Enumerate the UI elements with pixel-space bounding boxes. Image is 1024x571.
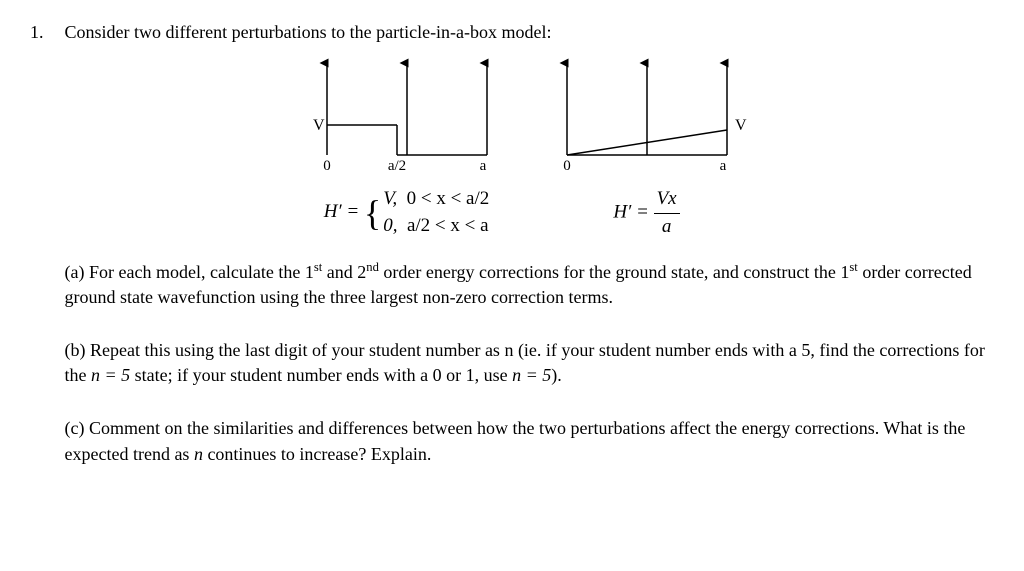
part-b-t3: ). (551, 365, 562, 385)
part-b-eq1: n = 5 (91, 365, 130, 385)
diagram-ramp: V 0 a H′ = Vxa (547, 55, 747, 240)
ramp-tick-1: a (719, 158, 726, 174)
step-formula: H′ = { V, 0 < x < a/2 0, a/2 < x < a (307, 186, 507, 239)
part-a: (a) For each model, calculate the 1 st an… (65, 259, 989, 310)
diagram-step: V 0 a/2 a H′ = { V, 0 < x < a/2 0, a/2 <… (307, 55, 507, 240)
question-number: 1. (30, 20, 60, 45)
part-c: (c) Comment on the similarities and diff… (65, 416, 989, 466)
part-b-eq2: n = 5 (512, 365, 551, 385)
part-a-label: (a) (65, 262, 85, 282)
part-b-t2: state; if your student number ends with … (130, 365, 512, 385)
ramp-lhs: H′ = (613, 202, 653, 223)
step-tick-0: 0 (323, 158, 331, 174)
part-a-t3: order energy corrections for the ground … (379, 262, 850, 282)
part-b-label: (b) (65, 340, 86, 360)
part-c-n: n (194, 444, 203, 464)
step-svg: V 0 a/2 a (307, 55, 507, 175)
part-a-t1: For each model, calculate the 1 (89, 262, 314, 282)
part-c-t2: continues to increase? Explain. (203, 444, 431, 464)
part-b: (b) Repeat this using the last digit of … (65, 338, 989, 388)
ramp-formula: H′ = Vxa (547, 186, 747, 240)
ramp-den: a (654, 214, 680, 241)
ramp-svg: V 0 a (547, 55, 747, 175)
ramp-V-label: V (735, 117, 747, 134)
step-c2c: a/2 < x < a (407, 215, 489, 236)
part-a-s2: nd (366, 260, 379, 274)
question-stem: Consider two different perturbations to … (65, 22, 552, 42)
step-c1c: 0 < x < a/2 (407, 188, 490, 209)
step-tick-2: a (479, 158, 486, 174)
part-a-t2: and 2 (322, 262, 366, 282)
ramp-num: Vx (654, 186, 680, 214)
step-lhs: H′ = (324, 201, 364, 222)
step-V-label: V (313, 117, 325, 134)
part-c-label: (c) (65, 418, 85, 438)
step-tick-1: a/2 (387, 158, 405, 174)
step-c2v: 0, (383, 215, 397, 236)
ramp-tick-0: 0 (563, 158, 571, 174)
step-c1v: V, (383, 188, 397, 209)
part-a-s3: st (849, 260, 857, 274)
diagram-row: V 0 a/2 a H′ = { V, 0 < x < a/2 0, a/2 <… (65, 55, 989, 240)
